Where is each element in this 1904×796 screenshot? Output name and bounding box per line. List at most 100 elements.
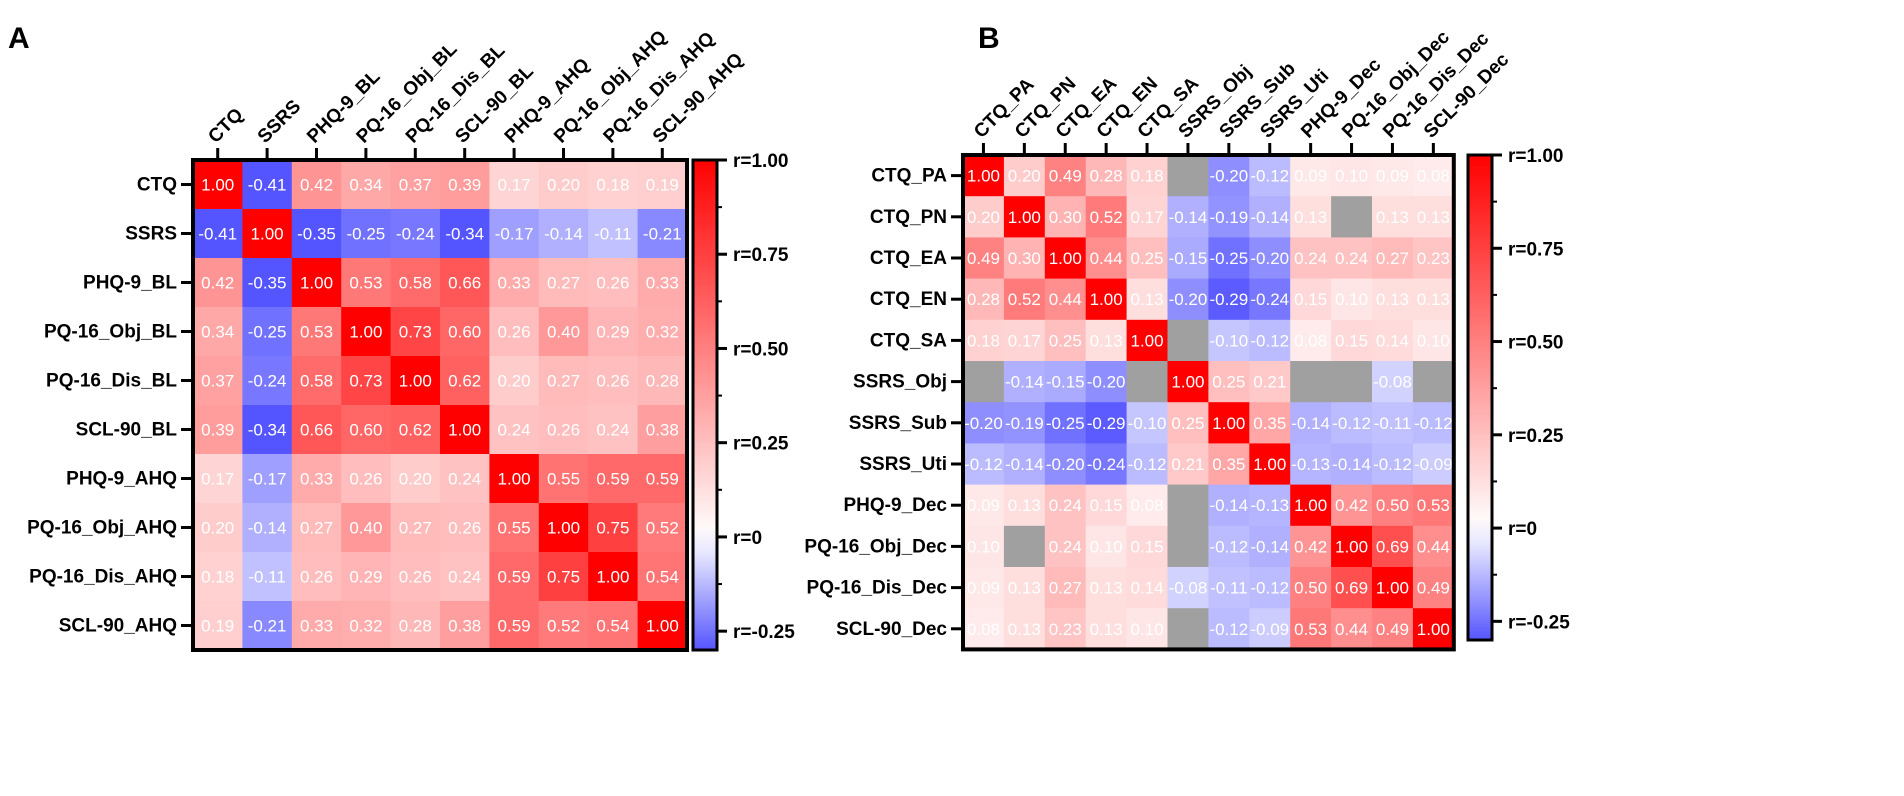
cell-value-label: 1.00 [448,421,481,440]
cell-value-label: 0.50 [1294,579,1327,598]
heatmap-cell [1126,567,1169,609]
heatmap-cell [1003,484,1046,527]
cell-value-label: -0.14 [1291,414,1330,433]
cell-value-label: 1.00 [1090,290,1123,309]
heatmap-cell [440,503,490,553]
cell-value-label: 0.20 [547,176,580,195]
cell-value-label: 0.15 [1090,496,1123,515]
cell-value-label: 1.00 [349,323,382,342]
row-label: PHQ-9_BL [83,273,177,294]
cell-value-label: 0.13 [1294,208,1327,227]
heatmap-cell [588,552,639,602]
cell-value-label: 0.10 [967,537,1000,556]
heatmap-cell [1249,402,1291,444]
cell-value-label: 0.39 [201,421,234,440]
heatmap-cell [193,307,243,357]
heatmap-cell [489,258,540,308]
cell-value-label: -0.29 [1087,414,1126,433]
heatmap-cell [1208,155,1250,197]
cell-value-label: 0.49 [1417,579,1450,598]
cell-value-label: 0.53 [300,323,333,342]
cell-value-label: 0.26 [547,421,580,440]
heatmap-cell [341,503,392,553]
heatmap-cell [1003,567,1046,609]
cell-value-label: 0.58 [300,372,333,391]
heatmap-cell [1208,361,1250,403]
cell-value-label: -0.21 [248,617,287,636]
heatmap-cell [1331,608,1373,650]
heatmap-cell [1412,484,1455,527]
cell-value-label: 0.27 [547,274,580,293]
heatmap-cell [341,601,392,651]
heatmap-cell [1372,361,1414,403]
cell-value-label: 0.49 [967,249,1000,268]
heatmap-cell [637,601,688,651]
cell-value-label: 1.00 [251,225,284,244]
cell-value-label: 0.73 [399,323,432,342]
cell-value-label: -0.17 [248,470,287,489]
heatmap-cell [588,503,639,553]
cell-value-label: -0.12 [1250,167,1289,186]
cell-value-label: -0.35 [297,225,336,244]
heatmap-cell [489,454,540,504]
cell-value-label: 1.00 [1335,537,1368,556]
heatmap-cell [440,405,490,455]
row-label: PHQ-9_AHQ [66,469,177,490]
cell-value-label: -0.29 [1209,290,1248,309]
column-label: SSRS [254,96,305,147]
heatmap-cell [440,454,490,504]
cell-value-label: 0.66 [448,274,481,293]
cell-value-label: 1.00 [1294,496,1327,515]
heatmap-cell [1126,608,1169,650]
cell-value-label: 0.19 [646,176,679,195]
heatmap-cell [440,601,490,651]
cell-value-label: 0.10 [1131,620,1164,639]
heatmap-cell [1208,278,1250,321]
heatmap-cell [1290,196,1332,238]
heatmap-cell [1085,525,1128,568]
heatmap-cell [1003,319,1046,362]
heatmap-cell [1167,567,1209,609]
cell-value-label: 0.35 [1253,414,1286,433]
cell-value-label: -0.19 [1005,414,1044,433]
cell-value-label: -0.24 [396,225,435,244]
cell-value-label: -0.08 [1373,373,1412,392]
heatmap-cell [489,160,540,210]
heatmap-cell [489,601,540,651]
cell-value-label: 0.55 [498,519,531,538]
heatmap-cell [637,160,688,210]
colorbar [691,158,719,652]
cell-value-label: 0.27 [300,519,333,538]
cell-value-label: -0.11 [248,568,286,587]
heatmap-cell [1167,237,1209,280]
heatmap-cell [1044,484,1087,527]
colorbar-tick-label: r=1.00 [733,151,788,172]
heatmap-panel-a: 1.00 -0.41 0.42 0.34 0.37 0.39 0.17 0.20 0.18 0.1… [27,27,747,652]
cell-value-label: 0.17 [1131,208,1164,227]
heatmap-cell [242,307,293,357]
heatmap-cell [1044,525,1087,568]
cell-value-label: 0.42 [1294,537,1327,556]
row-label: SSRS [125,224,177,245]
cell-value-label: 0.49 [1376,620,1409,639]
cell-value-label: 0.13 [1417,208,1450,227]
colorbar-tick-label: r=0.75 [1508,239,1564,260]
cell-value-label: -0.14 [544,225,583,244]
row-label: SCL-90_AHQ [59,616,177,637]
heatmap-cell [242,552,293,602]
cell-value-label: 0.66 [300,421,333,440]
heatmap-cell [1249,361,1291,403]
cell-value-label: 0.33 [646,274,679,293]
row-label: CTQ_EA [870,248,947,269]
heatmap-cell [390,552,441,602]
heatmap-cell [637,258,688,308]
heatmap-cell [193,601,243,651]
cell-value-label: -0.15 [1169,249,1208,268]
cell-value-label: 0.18 [201,568,234,587]
cell-value-label: -0.11 [1210,579,1248,598]
heatmap-cell [1044,196,1087,238]
row-label: SSRS_Sub [849,413,947,434]
heatmap-cell [1412,567,1455,609]
heatmap-cell [963,443,1005,486]
cell-value-label: 0.20 [201,519,234,538]
